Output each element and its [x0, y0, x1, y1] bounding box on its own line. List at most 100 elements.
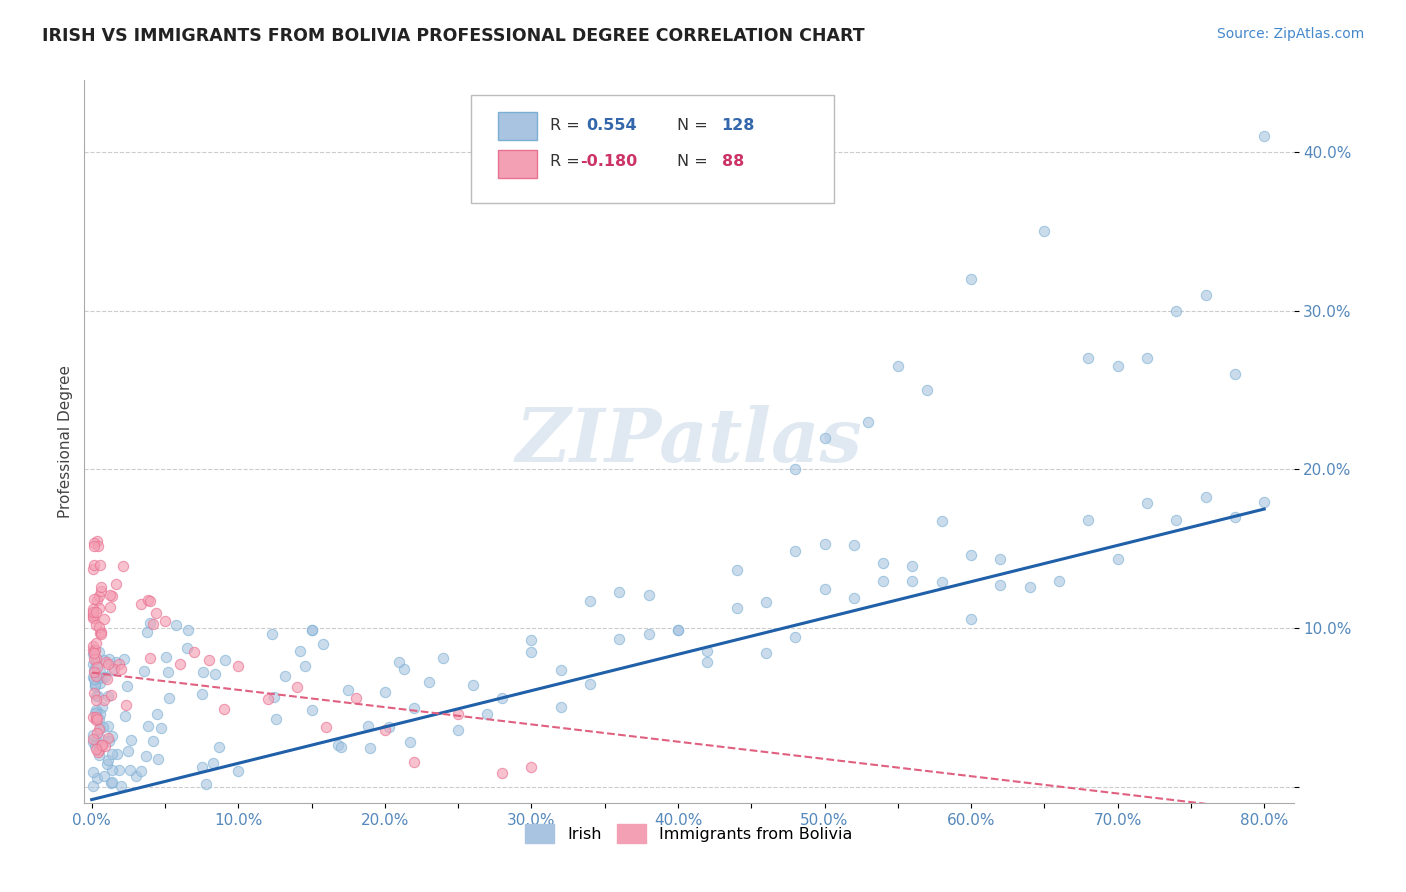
Point	[87, 745, 110, 759]
Point	[82, 639, 104, 653]
Point	[842, 591, 865, 605]
Point	[83, 651, 105, 665]
Point	[842, 537, 865, 551]
Point	[82, 732, 104, 747]
Point	[264, 712, 287, 726]
Point	[1136, 496, 1159, 510]
Point	[84, 693, 107, 707]
Point	[204, 667, 226, 681]
Point	[491, 690, 513, 705]
Point	[194, 777, 217, 791]
Point	[131, 597, 153, 611]
Point	[86, 539, 108, 553]
Point	[212, 702, 235, 716]
Point	[1194, 490, 1216, 504]
Point	[136, 624, 159, 639]
Point	[89, 706, 111, 721]
Point	[82, 728, 104, 742]
Point	[87, 601, 110, 615]
Point	[1166, 303, 1188, 318]
Point	[1077, 512, 1099, 526]
Point	[328, 738, 350, 752]
Point	[785, 462, 807, 476]
Point	[136, 593, 159, 607]
Text: N =: N =	[676, 119, 707, 133]
Point	[931, 574, 953, 589]
Point	[89, 558, 111, 572]
Point	[1223, 367, 1246, 381]
Point	[93, 612, 115, 626]
Point	[84, 605, 107, 619]
Point	[87, 748, 110, 763]
Point	[96, 672, 118, 686]
Point	[607, 585, 630, 599]
Point	[1018, 580, 1040, 594]
Point	[208, 740, 231, 755]
Point	[637, 588, 659, 602]
Point	[84, 706, 107, 720]
Point	[90, 627, 112, 641]
Point	[84, 735, 107, 749]
Point	[202, 756, 225, 770]
Point	[404, 701, 426, 715]
Point	[404, 756, 426, 770]
Point	[86, 593, 108, 607]
Point	[84, 675, 107, 690]
Point	[142, 616, 165, 631]
Point	[89, 675, 111, 690]
Point	[294, 659, 316, 673]
Point	[83, 663, 105, 677]
Point	[1223, 509, 1246, 524]
Point	[1166, 513, 1188, 527]
Point	[82, 601, 104, 615]
Point	[90, 584, 112, 599]
Point	[83, 665, 105, 679]
Point	[82, 657, 104, 671]
Point	[84, 703, 107, 717]
Point	[887, 359, 910, 373]
Point	[312, 637, 335, 651]
Point	[83, 591, 105, 606]
Point	[115, 698, 138, 712]
Point	[84, 709, 107, 723]
Point	[101, 729, 124, 743]
Point	[103, 662, 125, 676]
Point	[901, 558, 924, 573]
Text: N =: N =	[676, 154, 707, 169]
Point	[550, 700, 572, 714]
Point	[165, 618, 187, 632]
Point	[931, 514, 953, 528]
Point	[84, 679, 107, 693]
Point	[82, 764, 104, 779]
Point	[86, 650, 108, 665]
FancyBboxPatch shape	[471, 95, 834, 203]
Point	[696, 644, 718, 658]
Point	[146, 707, 169, 722]
Point	[176, 624, 198, 638]
Point	[176, 640, 198, 655]
Point	[83, 672, 105, 686]
Point	[87, 723, 110, 737]
Point	[84, 643, 107, 657]
Point	[84, 714, 107, 728]
Point	[82, 609, 104, 624]
Point	[915, 383, 938, 397]
Point	[87, 645, 110, 659]
Point	[120, 732, 142, 747]
Point	[155, 650, 177, 665]
Point	[1077, 351, 1099, 366]
Point	[399, 735, 422, 749]
Point	[315, 720, 337, 734]
Point	[785, 544, 807, 558]
Point	[90, 731, 112, 746]
Text: 88: 88	[721, 154, 744, 169]
Point	[84, 733, 107, 747]
Point	[666, 624, 689, 638]
Point	[84, 636, 107, 650]
Point	[89, 620, 111, 634]
Point	[135, 749, 157, 764]
Point	[872, 556, 894, 570]
Point	[114, 709, 136, 723]
FancyBboxPatch shape	[498, 151, 537, 178]
Point	[146, 751, 169, 765]
